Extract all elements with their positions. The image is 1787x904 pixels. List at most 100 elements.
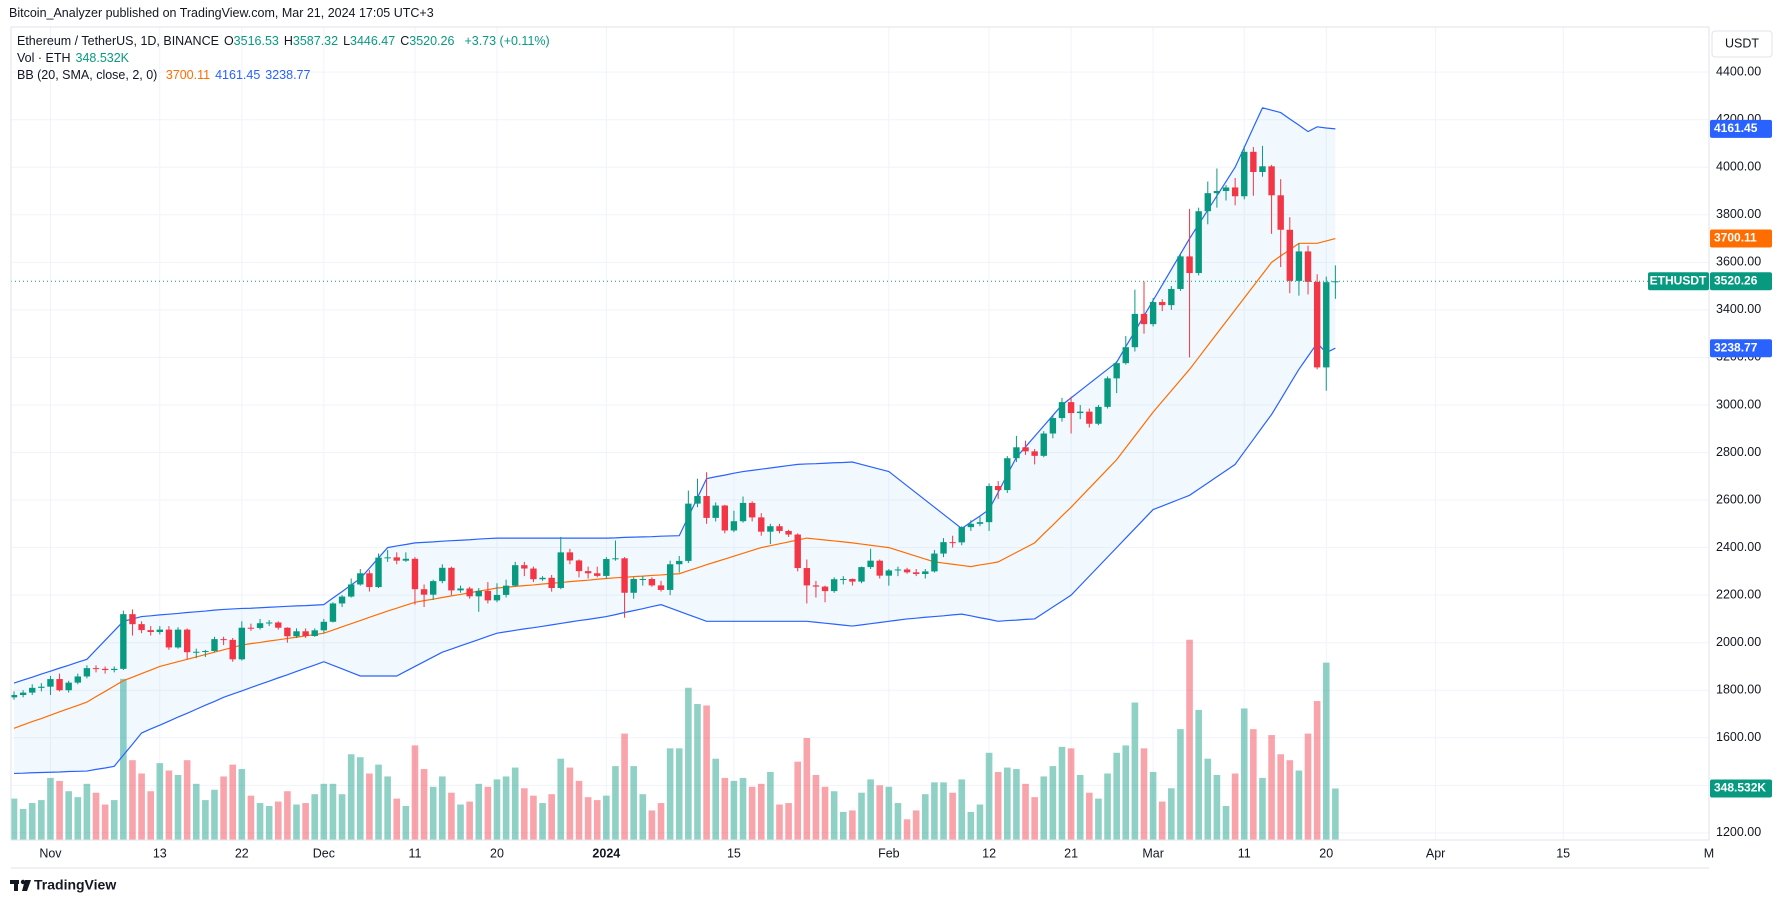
volume-bar xyxy=(11,798,18,840)
candle-body xyxy=(521,565,528,569)
candle-body xyxy=(1222,187,1230,192)
volume-bar xyxy=(329,783,337,840)
candle-body xyxy=(1195,211,1202,274)
volume-bar xyxy=(712,758,719,840)
candle-body xyxy=(1268,166,1275,196)
volume-bar xyxy=(1231,773,1239,840)
candle-body xyxy=(803,568,811,586)
candle-body xyxy=(894,569,902,571)
volume-bar xyxy=(1295,770,1303,840)
bb-price-tag-bg xyxy=(1710,229,1772,248)
candle-body xyxy=(484,590,492,601)
volume-bar xyxy=(1204,758,1212,840)
volume-bar xyxy=(38,800,45,840)
candle-body xyxy=(47,679,54,687)
currency-label[interactable]: USDT xyxy=(1725,36,1759,50)
volume-bar xyxy=(1240,708,1248,840)
candle-body xyxy=(858,567,865,582)
volume-bar xyxy=(757,783,765,840)
candle-body xyxy=(1295,251,1303,281)
candle-body xyxy=(821,586,829,592)
volume-bar xyxy=(557,758,565,840)
volume-bar xyxy=(356,757,364,840)
volume-bar xyxy=(1277,754,1284,840)
x-tick-label: 21 xyxy=(1064,846,1078,860)
candle-body xyxy=(420,589,428,595)
candle-body xyxy=(466,588,473,597)
volume-bar xyxy=(867,779,874,840)
y-tick-label: 1200.00 xyxy=(1716,825,1761,839)
candle-body xyxy=(65,682,72,691)
bb-price-tag: 4161.45 xyxy=(1714,121,1758,135)
y-tick-label: 2000.00 xyxy=(1716,635,1761,649)
x-tick-label: 20 xyxy=(1319,846,1333,860)
candle-body xyxy=(657,585,665,590)
volume-bar xyxy=(247,795,255,840)
candle-body xyxy=(402,558,410,561)
candle-body xyxy=(776,526,783,531)
volume-bar xyxy=(621,733,628,840)
candle-body xyxy=(120,614,127,669)
x-tick-label: 11 xyxy=(1238,846,1251,860)
volume-bar xyxy=(1049,766,1057,840)
candle-body xyxy=(512,565,519,586)
candle-body xyxy=(111,668,118,671)
candle-body xyxy=(912,572,920,574)
volume-bar xyxy=(229,764,237,840)
volume-bar xyxy=(511,767,519,840)
candle-body xyxy=(1186,256,1193,274)
candle-body xyxy=(429,581,437,595)
candle-body xyxy=(985,486,993,523)
candle-body xyxy=(493,594,501,601)
ohlc-letter: H xyxy=(283,34,293,48)
candle-body xyxy=(156,629,164,632)
candle-body xyxy=(1259,166,1266,173)
candle-body xyxy=(840,578,847,580)
candle-body xyxy=(302,631,309,637)
volume-bar xyxy=(603,795,610,840)
candle-body xyxy=(603,559,610,576)
brand-name: TradingView xyxy=(34,877,116,893)
volume-bar xyxy=(265,806,273,840)
x-tick-label: 12 xyxy=(982,846,996,860)
volume-bar xyxy=(101,804,109,840)
currency-button[interactable] xyxy=(1711,30,1773,58)
volume-bar xyxy=(320,783,328,840)
candle-body xyxy=(1095,406,1102,424)
candle-body xyxy=(621,558,628,593)
volume-bar xyxy=(666,748,674,840)
volume-bar xyxy=(593,800,601,840)
volume-bar xyxy=(694,704,701,840)
volume-bar xyxy=(375,764,382,840)
candle-body xyxy=(457,588,464,591)
volume-bar xyxy=(521,788,528,840)
y-tick-label: 2600.00 xyxy=(1716,492,1761,506)
symbol-tag-bg xyxy=(1648,272,1709,291)
candle-body xyxy=(1231,187,1239,197)
volume-bar xyxy=(284,791,291,840)
y-tick-label: 2400.00 xyxy=(1716,540,1761,554)
bb-price-tag-bg xyxy=(1710,339,1772,358)
volume-bar xyxy=(976,804,984,840)
volume-bar xyxy=(274,801,282,840)
volume-bar xyxy=(566,767,574,840)
x-tick-label: 22 xyxy=(235,846,249,860)
y-tick-label: 2800.00 xyxy=(1716,445,1761,459)
candle-body xyxy=(830,579,838,592)
volume-bar xyxy=(466,801,473,840)
volume-bar xyxy=(211,789,218,840)
volume-bar xyxy=(1286,760,1294,840)
volume-bar xyxy=(1076,774,1084,840)
candle-body xyxy=(1086,411,1093,424)
volume-bar xyxy=(502,776,510,840)
candle-body xyxy=(967,523,975,528)
candle-body xyxy=(685,503,692,561)
candle-body xyxy=(1031,451,1038,456)
candle-body xyxy=(393,557,400,561)
volume-bar xyxy=(949,792,956,840)
axes: 1200.001400.001600.001800.002000.002200.… xyxy=(39,64,1761,860)
volume-bar xyxy=(302,803,309,840)
volume-bar xyxy=(384,776,391,840)
candle-body xyxy=(739,502,747,522)
